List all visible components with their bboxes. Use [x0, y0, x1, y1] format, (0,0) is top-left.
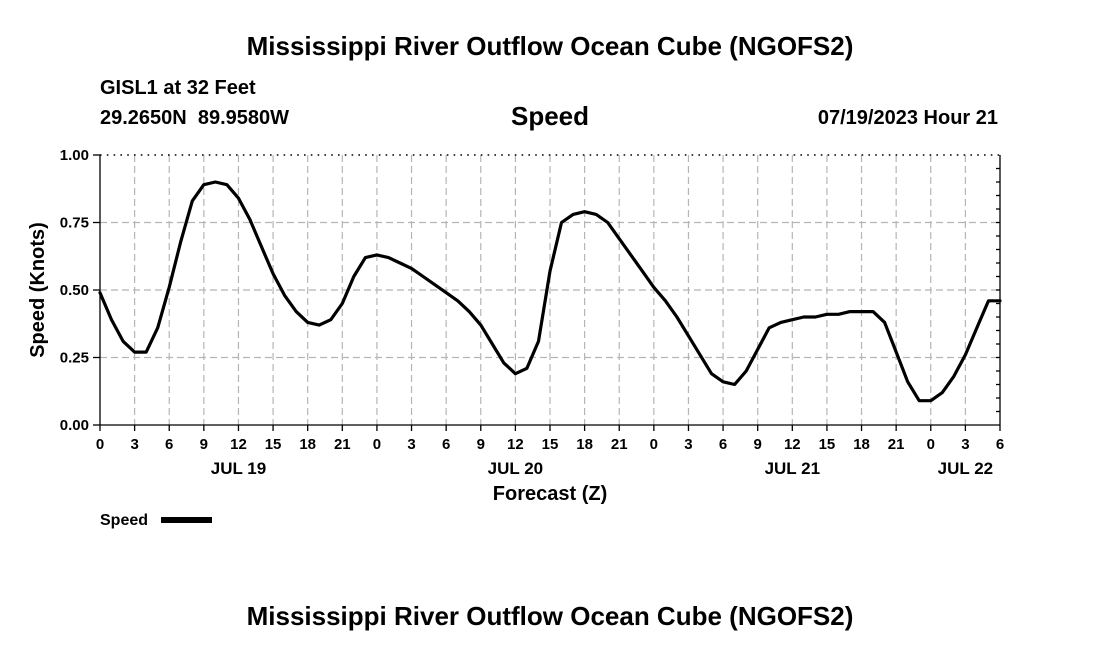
day-label: JUL 20: [488, 459, 543, 478]
x-tick-label: 0: [96, 436, 104, 453]
x-tick-label: 21: [334, 436, 351, 453]
station-coordinates: 29.2650N 89.9580W: [100, 107, 289, 129]
x-tick-label: 0: [927, 436, 935, 453]
legend: Speed: [100, 512, 212, 529]
y-tick-label: 0.50: [60, 282, 89, 299]
chart-title: Mississippi River Outflow Ocean Cube (NG…: [247, 31, 854, 61]
tick-labels: 0 3 6 9 12 15 18 21 0 3 6 9 12 15 18 21 0 3 6 9 12 15 18 21 0 3 6 0…: [60, 147, 1004, 478]
x-tick-label: 6: [996, 436, 1004, 453]
x-tick-label: 18: [299, 436, 316, 453]
x-tick-label: 21: [611, 436, 628, 453]
x-tick-label: 3: [130, 436, 138, 453]
x-tick-label: 9: [477, 436, 485, 453]
x-tick-label: 9: [200, 436, 208, 453]
day-label: JUL 21: [765, 459, 820, 478]
x-tick-label: 18: [576, 436, 593, 453]
y-tick-label: 0.75: [60, 215, 89, 232]
x-tick-label: 6: [719, 436, 727, 453]
x-tick-label: 6: [442, 436, 450, 453]
x-tick-label: 18: [853, 436, 870, 453]
y-tick-label: 0.00: [60, 417, 89, 434]
x-tick-label: 3: [407, 436, 415, 453]
x-tick-label: 15: [265, 436, 282, 453]
y-axis-label: Speed (Knots): [27, 222, 49, 358]
legend-label: Speed: [100, 512, 148, 529]
x-tick-label: 15: [542, 436, 559, 453]
x-tick-label: 21: [888, 436, 905, 453]
x-axis-label: Forecast (Z): [493, 483, 607, 505]
series-layer: [98, 180, 1002, 403]
station-name: GISL1 at 32 Feet: [100, 77, 256, 99]
grid-lines: [100, 155, 1000, 425]
forecast-timestamp: 07/19/2023 Hour 21: [818, 107, 998, 129]
day-label: JUL 22: [938, 459, 993, 478]
x-tick-label: 9: [754, 436, 762, 453]
x-tick-label: 15: [819, 436, 836, 453]
x-tick-label: 6: [165, 436, 173, 453]
axis-ticks: [93, 154, 1001, 431]
chart-subtitle: Speed: [511, 101, 589, 131]
x-tick-label: 3: [684, 436, 692, 453]
y-tick-label: 0.25: [60, 350, 89, 367]
series-line-speed: [98, 180, 1002, 403]
y-tick-label: 1.00: [60, 147, 89, 164]
footer-title: Mississippi River Outflow Ocean Cube (NG…: [247, 601, 854, 631]
day-label: JUL 19: [211, 459, 266, 478]
x-tick-label: 12: [230, 436, 247, 453]
x-tick-label: 3: [961, 436, 969, 453]
x-tick-label: 12: [507, 436, 524, 453]
x-tick-label: 12: [784, 436, 801, 453]
x-tick-label: 0: [650, 436, 658, 453]
x-tick-label: 0: [373, 436, 381, 453]
